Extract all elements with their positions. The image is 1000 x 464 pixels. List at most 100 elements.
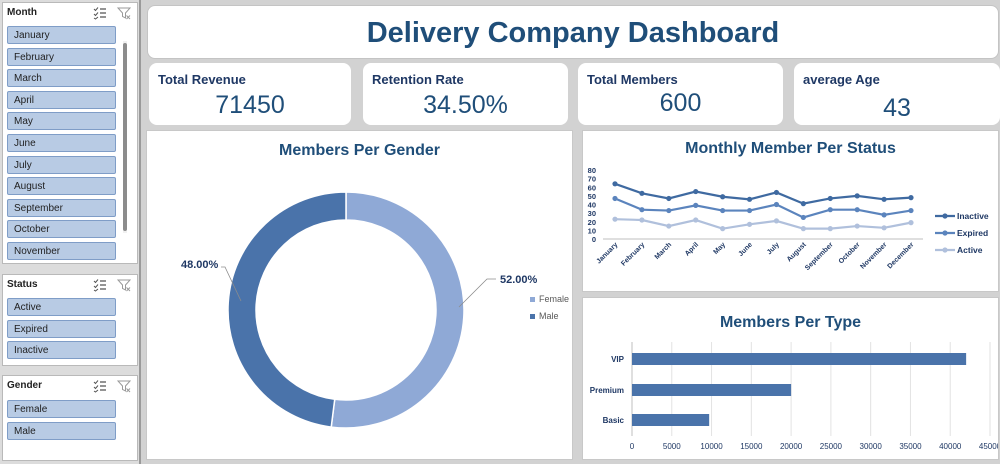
slicer-item-inactive[interactable]: Inactive <box>7 341 116 359</box>
status-chart-panel: Monthly Member Per Status 0 10 20 30 40 50 60 7… <box>582 130 999 292</box>
slicer-item-january[interactable]: January <box>7 26 116 44</box>
y-tick-label: 50 <box>588 192 596 201</box>
dashboard-title: Delivery Company Dashboard <box>366 17 780 49</box>
point-expired <box>746 207 753 214</box>
kpi-label: Total Revenue <box>158 72 246 87</box>
title-banner: Delivery Company Dashboard <box>147 5 999 59</box>
status-slicer-header: Status <box>3 275 137 295</box>
slicer-item-male[interactable]: Male <box>7 421 116 440</box>
slicer-item-april[interactable]: April <box>7 90 116 109</box>
legend-label-expired: Expired <box>957 228 988 238</box>
clear-filter-icon[interactable] <box>117 278 131 292</box>
status-slicer-title: Status <box>7 279 38 290</box>
legend-marker-inactive <box>942 213 948 219</box>
x-tick-label: January <box>595 241 619 265</box>
gender-slicer-header: Gender <box>3 376 137 396</box>
clear-filter-icon[interactable] <box>117 379 131 393</box>
x-tick-label: 35000 <box>899 442 922 451</box>
slicer-item-august[interactable]: August <box>7 177 116 196</box>
point-active <box>720 226 726 232</box>
series-line-active <box>614 218 912 230</box>
point-active <box>854 223 860 229</box>
x-tick-label: February <box>620 241 646 267</box>
legend-label-male: Male <box>539 311 559 321</box>
point-expired <box>720 207 726 214</box>
y-category-label: VIP <box>611 355 625 364</box>
slicer-item-march[interactable]: March <box>7 69 116 88</box>
multi-select-icon[interactable] <box>93 6 107 20</box>
x-tick-label: 40000 <box>939 442 962 451</box>
slicer-item-february[interactable]: February <box>7 47 116 66</box>
slicer-item-female[interactable]: Female <box>7 400 116 418</box>
slicer-item-june[interactable]: June <box>7 134 116 152</box>
kpi-label: Retention Rate <box>372 72 464 87</box>
gender-slicer-title: Gender <box>7 380 43 391</box>
gender-donut-chart: 52.00% 48.00% Female Male <box>181 191 569 429</box>
type-chart-title: Members Per Type <box>719 314 862 331</box>
x-tick-label: 10000 <box>700 442 723 451</box>
x-tick-label: April <box>684 241 700 257</box>
donut-slice-female <box>330 191 465 429</box>
x-tick-label: June <box>737 241 754 258</box>
slicer-item-active[interactable]: Active <box>7 298 116 316</box>
y-tick-label: 80 <box>588 166 596 175</box>
x-tick-label: 45000 <box>979 442 998 451</box>
point-expired <box>666 207 672 214</box>
legend-marker-expired <box>942 230 948 236</box>
dashboard-area: Delivery Company Dashboard Total Revenue… <box>139 0 1000 464</box>
point-active <box>746 221 753 227</box>
point-expired <box>881 212 887 218</box>
month-slicer-title: Month <box>7 7 37 18</box>
multi-select-icon[interactable] <box>93 278 107 292</box>
kpi-value: 43 <box>883 94 911 122</box>
y-tick-label: 20 <box>588 218 596 227</box>
multi-select-icon[interactable] <box>93 379 107 393</box>
legend-marker-active <box>942 247 948 253</box>
month-slicer-header: Month <box>3 3 137 23</box>
type-chart-panel: Members Per Type 0 5000 10000 15000 20000 250… <box>582 297 999 460</box>
kpi-value: 600 <box>659 89 702 117</box>
month-scrollbar-thumb[interactable] <box>123 43 127 231</box>
donut-slice-male <box>227 191 347 428</box>
point-inactive <box>854 193 860 199</box>
point-inactive <box>666 195 672 202</box>
x-tick-label: May <box>712 241 727 256</box>
gender-chart-title: Members Per Gender <box>279 142 440 159</box>
data-label-female: 52.00% <box>500 274 538 286</box>
legend-label-female: Female <box>539 294 569 304</box>
clear-filter-icon[interactable] <box>117 6 131 20</box>
x-tick-label: 20000 <box>780 442 803 451</box>
series-line-expired <box>614 197 912 219</box>
point-active <box>773 218 780 224</box>
point-active <box>612 216 618 222</box>
x-tick-label: 5000 <box>663 442 681 451</box>
point-expired <box>800 214 806 221</box>
point-inactive <box>612 181 618 187</box>
point-inactive <box>908 195 914 201</box>
point-active <box>827 226 833 232</box>
series-line-inactive <box>614 182 912 205</box>
slicer-item-september[interactable]: September <box>7 198 116 217</box>
bar-premium <box>632 384 792 396</box>
leader-line-female <box>458 278 496 308</box>
slicer-item-may[interactable]: May <box>7 112 116 131</box>
y-tick-label: 10 <box>588 226 596 235</box>
slicer-item-expired[interactable]: Expired <box>7 319 116 338</box>
slicer-item-july[interactable]: July <box>7 155 116 174</box>
x-tick-label: October <box>838 241 862 265</box>
slicer-item-october[interactable]: October <box>7 220 116 239</box>
legend-swatch-male <box>530 314 535 319</box>
slicer-item-november[interactable]: November <box>7 242 116 260</box>
kpi-label: Total Members <box>587 72 678 87</box>
x-tick-label: July <box>766 241 781 256</box>
legend-label-active: Active <box>957 245 983 255</box>
x-tick-label: November <box>859 241 888 270</box>
status-chart-title: Monthly Member Per Status <box>685 140 896 157</box>
point-inactive <box>800 201 806 207</box>
point-inactive <box>881 196 887 202</box>
point-expired <box>639 207 645 213</box>
x-tick-label: 25000 <box>820 442 843 451</box>
gender-slicer: Gender Female Male <box>2 375 138 461</box>
point-active <box>800 226 806 232</box>
